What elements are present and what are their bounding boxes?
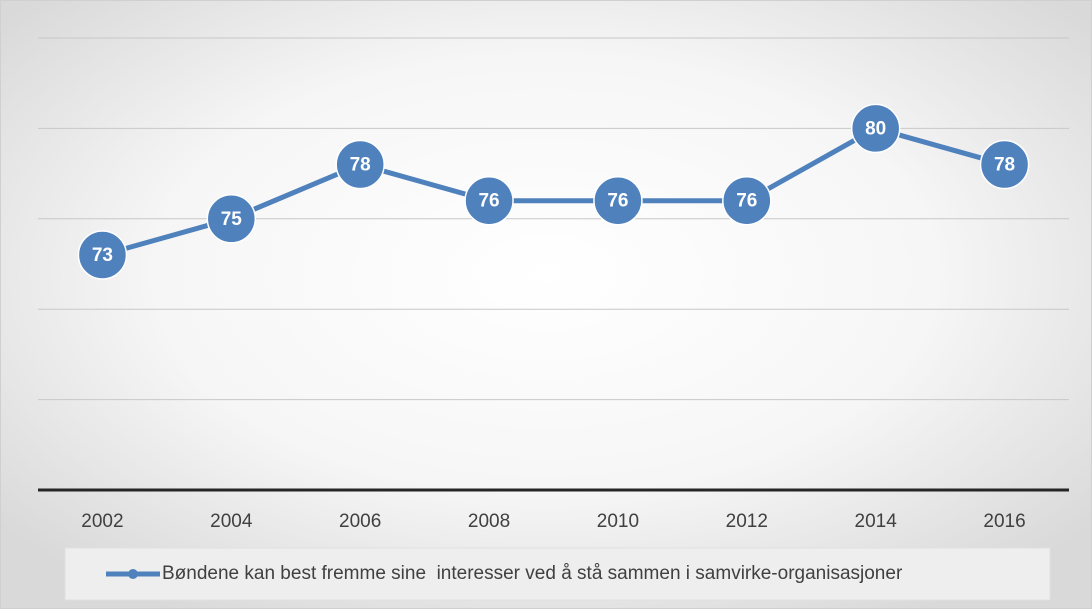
data-label: 76 [607, 191, 628, 212]
data-point [722, 175, 772, 226]
data-point [77, 230, 128, 280]
data-label: 76 [736, 191, 757, 212]
x-tick-label: 2002 [81, 511, 123, 532]
x-tick-label: 2004 [210, 511, 253, 532]
data-label: 76 [478, 191, 499, 212]
legend-marker [128, 569, 138, 579]
x-tick-label: 2008 [468, 511, 510, 532]
x-tick-label: 2016 [983, 511, 1025, 532]
legend-box [64, 547, 1051, 601]
data-point [979, 139, 1030, 190]
data-label: 73 [92, 245, 113, 266]
data-label: 75 [221, 209, 243, 230]
data-label: 80 [865, 118, 886, 139]
data-point [593, 175, 643, 226]
data-label: 78 [994, 155, 1015, 176]
x-tick-label: 2014 [855, 511, 898, 532]
x-tick-label: 2006 [339, 511, 381, 532]
data-point [464, 175, 514, 226]
data-label: 78 [350, 155, 371, 176]
data-point [206, 194, 257, 244]
data-point [850, 103, 901, 154]
x-tick-label: 2010 [597, 511, 639, 532]
data-point [335, 139, 385, 190]
x-tick-label: 2012 [726, 511, 768, 532]
legend-label: Bøndene kan best fremme sine interesser … [162, 563, 903, 584]
